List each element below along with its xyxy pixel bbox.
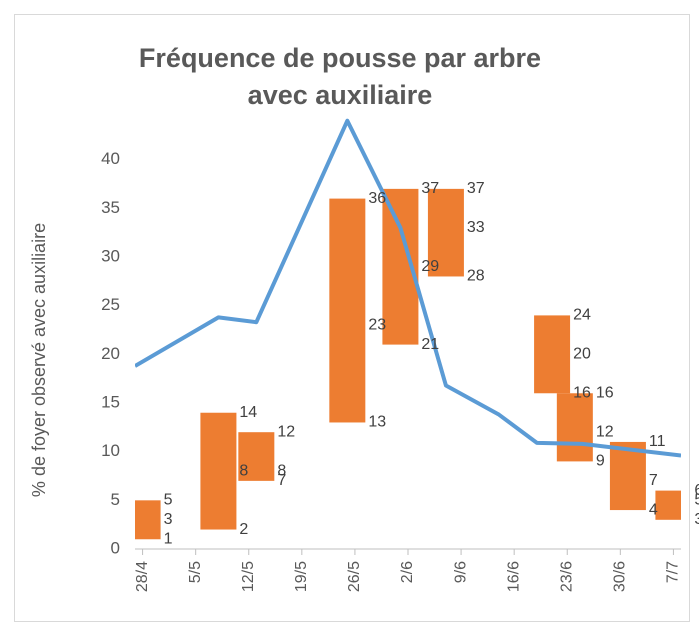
data-label: 20 — [573, 346, 591, 363]
y-tick-label: 25 — [101, 295, 120, 314]
bar — [655, 490, 681, 520]
data-label: 14 — [239, 404, 257, 421]
x-tick-label: 12/5 — [240, 561, 257, 592]
data-label: 7 — [649, 472, 658, 489]
chart-title: Fréquence de pousse par arbre avec auxil… — [138, 43, 542, 110]
data-label: 12 — [277, 423, 295, 440]
y-tick-label: 40 — [101, 149, 120, 168]
y-tick-label: 30 — [101, 246, 120, 265]
bar — [329, 198, 366, 423]
data-label: 24 — [573, 307, 591, 324]
x-tick-label: 2/6 — [399, 561, 416, 583]
data-label: 37 — [421, 180, 439, 197]
data-label: 37 — [467, 180, 485, 197]
data-label: 16 — [596, 384, 614, 401]
x-tick-label: 19/5 — [293, 561, 310, 592]
bar — [427, 188, 464, 277]
y-tick-label: 35 — [101, 198, 120, 217]
y-tick-label: 5 — [111, 490, 120, 509]
data-label: 29 — [421, 258, 439, 275]
y-tick-label: 10 — [101, 441, 120, 460]
line — [135, 118, 681, 458]
y-axis-label: % de foyer observé avec auxiliaire — [29, 223, 49, 497]
x-tick-label: 7/7 — [665, 561, 682, 583]
bar — [200, 412, 237, 530]
data-label: 1 — [164, 530, 173, 547]
bar — [556, 393, 593, 462]
data-label: 21 — [421, 336, 439, 353]
x-tick-label: 26/5 — [346, 561, 363, 592]
data-label: 3 — [694, 511, 699, 528]
data-label: 9 — [596, 453, 605, 470]
data-label: 16 — [573, 384, 591, 401]
data-label: 23 — [368, 316, 386, 333]
data-label: 36 — [368, 190, 386, 207]
x-tick-label: 30/6 — [612, 561, 629, 592]
x-tick-label: 23/6 — [558, 561, 575, 592]
x-tick-label: 5/5 — [187, 561, 204, 583]
data-label: 3 — [164, 511, 173, 528]
data-label: 12 — [596, 423, 614, 440]
y-tick-label: 15 — [101, 392, 120, 411]
bar — [609, 441, 646, 511]
data-label: 8 — [277, 462, 286, 479]
data-label: 5 — [694, 492, 699, 509]
bar — [238, 432, 275, 481]
data-label: 33 — [467, 219, 485, 236]
data-label: 28 — [467, 268, 485, 285]
data-label: 7 — [277, 472, 286, 489]
data-label: 6 — [694, 482, 699, 499]
x-tick-label: 28/4 — [134, 561, 151, 592]
y-tick-label: 20 — [101, 344, 120, 363]
data-label: 4 — [649, 501, 658, 518]
bar — [135, 500, 161, 540]
plot-area — [135, 118, 681, 540]
x-tick-label: 9/6 — [452, 561, 469, 583]
data-label: 5 — [164, 492, 173, 509]
data-label: 8 — [239, 462, 248, 479]
data-label: 13 — [368, 414, 386, 431]
data-label: 2 — [239, 521, 248, 538]
x-tick-label: 16/6 — [505, 561, 522, 592]
y-tick-label: 0 — [111, 538, 120, 557]
data-label: 11 — [649, 433, 666, 450]
chart-frame — [14, 14, 690, 622]
bar — [534, 315, 571, 394]
